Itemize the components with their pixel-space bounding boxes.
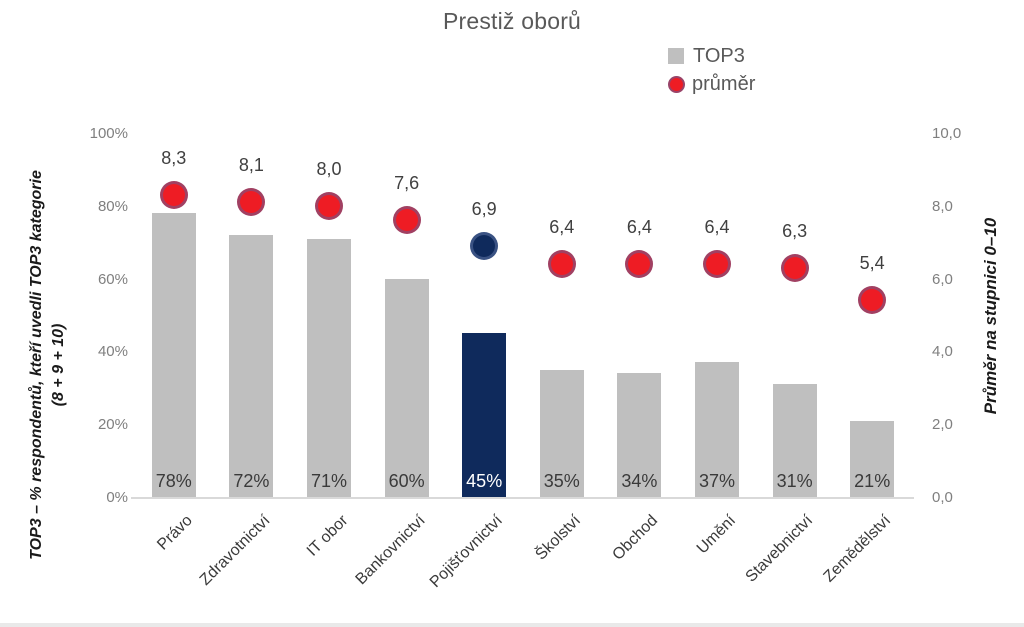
- left-axis-tick: 0%: [106, 489, 128, 506]
- left-axis-tick: 40%: [97, 343, 128, 361]
- category-label-stavebnictví: Stavebnictví: [742, 512, 817, 586]
- bar-zemědělství: [850, 420, 895, 497]
- right-axis-tick: 6,0: [932, 270, 953, 288]
- average-value-label: 8,3: [161, 147, 187, 168]
- bar-value-label: 35%: [543, 471, 580, 491]
- bottom-border: [0, 623, 1024, 627]
- category-label-pojišťovnictví: Pojišťovnictví: [427, 512, 507, 592]
- bar-value-label: 45%: [466, 471, 503, 491]
- category-label-školství: Školství: [532, 512, 584, 564]
- category-label-zdravotnictví: Zdravotnictví: [196, 512, 274, 589]
- category-label-bankovnictví: Bankovnictví: [352, 512, 429, 589]
- bar-value-label: 31%: [776, 471, 813, 491]
- legend-item-prumer: průměr: [668, 70, 755, 98]
- bar-it-obor: [307, 238, 351, 497]
- average-dot-obchod: [625, 250, 654, 279]
- category-label-it-obor: IT obor: [303, 512, 352, 560]
- average-value-label: 6,4: [626, 217, 652, 238]
- average-dot-zemědělství: [858, 286, 887, 315]
- average-dot-zdravotnictví: [237, 188, 266, 217]
- average-dot-školství: [547, 250, 576, 279]
- bar-stavebnictví: [772, 384, 817, 497]
- average-value-label: 8,0: [316, 158, 342, 179]
- bar-value-label: 21%: [854, 471, 891, 491]
- bar-právo: [151, 213, 196, 497]
- average-value-label: 6,9: [471, 198, 497, 219]
- average-value-label: 5,4: [859, 253, 885, 274]
- category-label-zemědělství: Zemědělství: [820, 512, 895, 586]
- average-dot-it-obor: [315, 191, 343, 220]
- left-axis-title-line1: TOP3 – % respondentů, kteří uvedli TOP3 …: [28, 170, 45, 560]
- average-value-label: 6,3: [782, 220, 808, 241]
- left-axis-tick: 80%: [97, 197, 128, 215]
- right-axis-tick: 0,0: [932, 489, 953, 506]
- average-dot-stavebnictví: [780, 253, 809, 282]
- square-icon: [668, 48, 684, 64]
- legend-label-top3: TOP3: [693, 44, 745, 67]
- category-label-umění: Umění: [693, 512, 740, 558]
- category-label-právo: Právo: [154, 512, 196, 554]
- left-axis-tick: 20%: [97, 416, 128, 434]
- bar-pojišťovnictví: [462, 333, 507, 497]
- circle-icon: [668, 75, 685, 93]
- average-value-label: 8,1: [238, 155, 264, 176]
- bar-value-label: 71%: [310, 471, 348, 491]
- average-dot-pojišťovnictví: [470, 231, 499, 260]
- bar-školství: [539, 369, 584, 497]
- bar-bankovnictví: [384, 278, 429, 497]
- left-axis-tick: 60%: [97, 270, 128, 288]
- bar-value-label: 37%: [698, 471, 736, 491]
- x-axis-line: [131, 497, 914, 499]
- legend: TOP3 průměr: [668, 42, 755, 98]
- bar-value-label: 34%: [621, 471, 658, 491]
- average-dot-umění: [703, 250, 731, 279]
- right-axis-tick: 10,0: [932, 125, 962, 142]
- bar-obchod: [617, 373, 662, 497]
- right-axis-tick: 2,0: [932, 416, 953, 434]
- bar-zdravotnictví: [229, 234, 274, 497]
- left-axis-title-line2: (8 + 9 + 10): [50, 323, 67, 407]
- left-axis-title: TOP3 – % respondentů, kteří uvedli TOP3 …: [26, 125, 70, 605]
- average-value-label: 6,4: [549, 217, 575, 238]
- bar-value-label: 72%: [233, 471, 270, 491]
- bar-value-label: 60%: [388, 471, 425, 491]
- legend-label-prumer: průměr: [692, 72, 756, 95]
- left-axis-tick: 100%: [89, 125, 128, 142]
- average-value-label: 7,6: [394, 173, 420, 194]
- bar-umění: [695, 362, 739, 497]
- right-axis-tick: 8,0: [932, 197, 953, 215]
- legend-item-top3: TOP3: [668, 42, 755, 70]
- chart-title: Prestiž oborů: [442, 8, 582, 34]
- average-dot-bankovnictví: [392, 206, 421, 235]
- bar-value-label: 78%: [155, 471, 192, 491]
- category-label-obchod: Obchod: [609, 512, 662, 564]
- average-dot-právo: [159, 180, 188, 209]
- right-axis-tick: 4,0: [932, 343, 953, 361]
- average-value-label: 6,4: [704, 217, 730, 238]
